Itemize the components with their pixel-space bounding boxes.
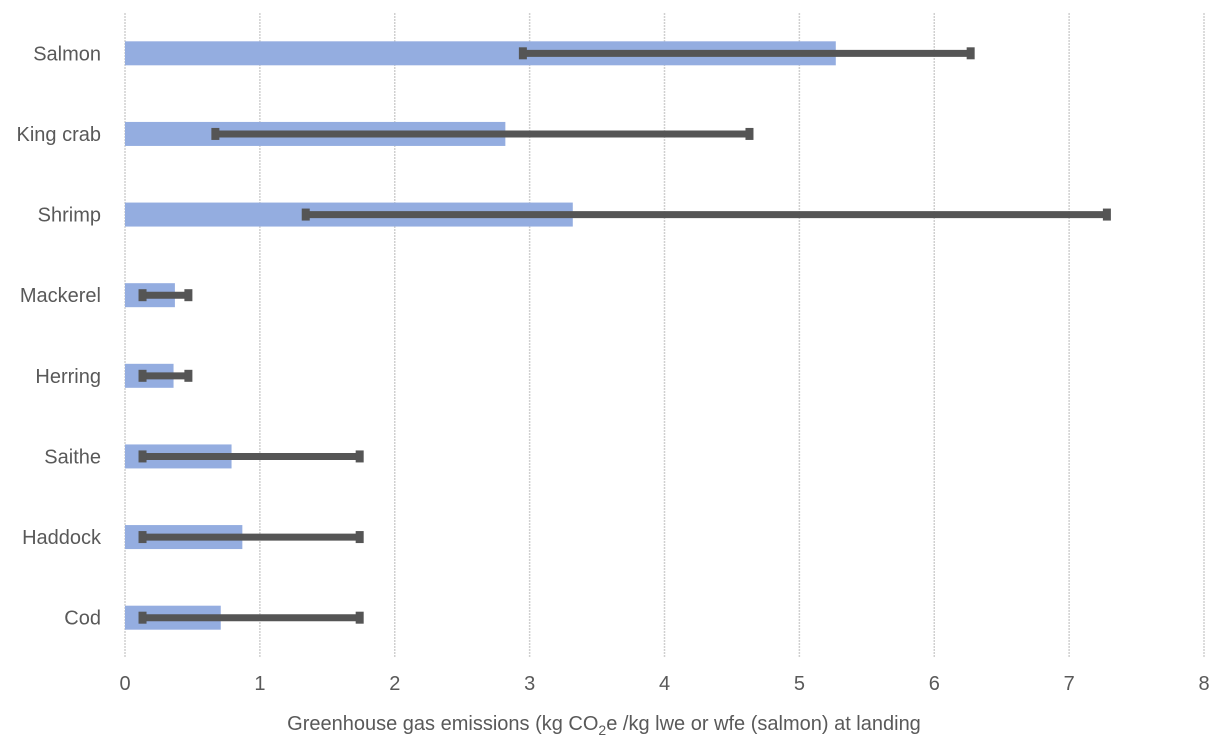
category-label: King crab xyxy=(17,124,102,146)
error-cap-low xyxy=(138,369,147,382)
error-bars xyxy=(138,47,1111,624)
error-bar xyxy=(138,450,364,463)
error-bar xyxy=(138,369,193,382)
x-tick-label: 6 xyxy=(929,673,940,695)
category-label: Haddock xyxy=(22,527,102,549)
x-tick-label: 5 xyxy=(794,673,805,695)
error-cap-low xyxy=(211,127,220,140)
error-bar xyxy=(518,47,975,60)
error-cap-low xyxy=(138,531,147,544)
error-bar xyxy=(211,127,754,140)
category-label: Saithe xyxy=(44,446,101,468)
x-tick-label: 4 xyxy=(659,673,670,695)
error-cap-high xyxy=(355,611,364,624)
error-bar xyxy=(301,208,1111,221)
x-tick-label: 2 xyxy=(389,673,400,695)
error-cap-high xyxy=(1102,208,1111,221)
error-bar xyxy=(138,611,364,624)
error-cap-low xyxy=(138,450,147,463)
error-cap-high xyxy=(355,531,364,544)
x-tick-labels: 0 1 2 3 4 5 6 7 8 xyxy=(119,673,1209,695)
error-cap-high xyxy=(966,47,975,60)
x-tick-label: 7 xyxy=(1064,673,1075,695)
error-cap-low xyxy=(518,47,527,60)
x-tick-label: 3 xyxy=(524,673,535,695)
bars xyxy=(125,41,836,630)
error-cap-high xyxy=(184,369,193,382)
error-cap-low xyxy=(301,208,310,221)
category-label: Cod xyxy=(64,608,101,630)
error-cap-high xyxy=(355,450,364,463)
error-bar xyxy=(138,289,193,302)
error-cap-low xyxy=(138,611,147,624)
error-cap-high xyxy=(184,289,193,302)
category-label: Mackerel xyxy=(20,285,101,307)
category-label: Shrimp xyxy=(38,205,101,227)
category-labels: Salmon King crab Shrimp Mackerel Herring Sait… xyxy=(17,43,102,629)
error-cap-high xyxy=(745,127,754,140)
x-tick-label: 8 xyxy=(1198,673,1209,695)
x-tick-label: 1 xyxy=(254,673,265,695)
category-label: Salmon xyxy=(33,43,101,65)
category-label: Herring xyxy=(35,366,101,388)
x-tick-label: 0 xyxy=(119,673,130,695)
x-axis-title: Greenhouse gas emissions (kg CO2e /kg lw… xyxy=(287,713,921,735)
error-cap-low xyxy=(138,289,147,302)
grid xyxy=(124,13,1205,658)
error-bar xyxy=(138,531,364,544)
